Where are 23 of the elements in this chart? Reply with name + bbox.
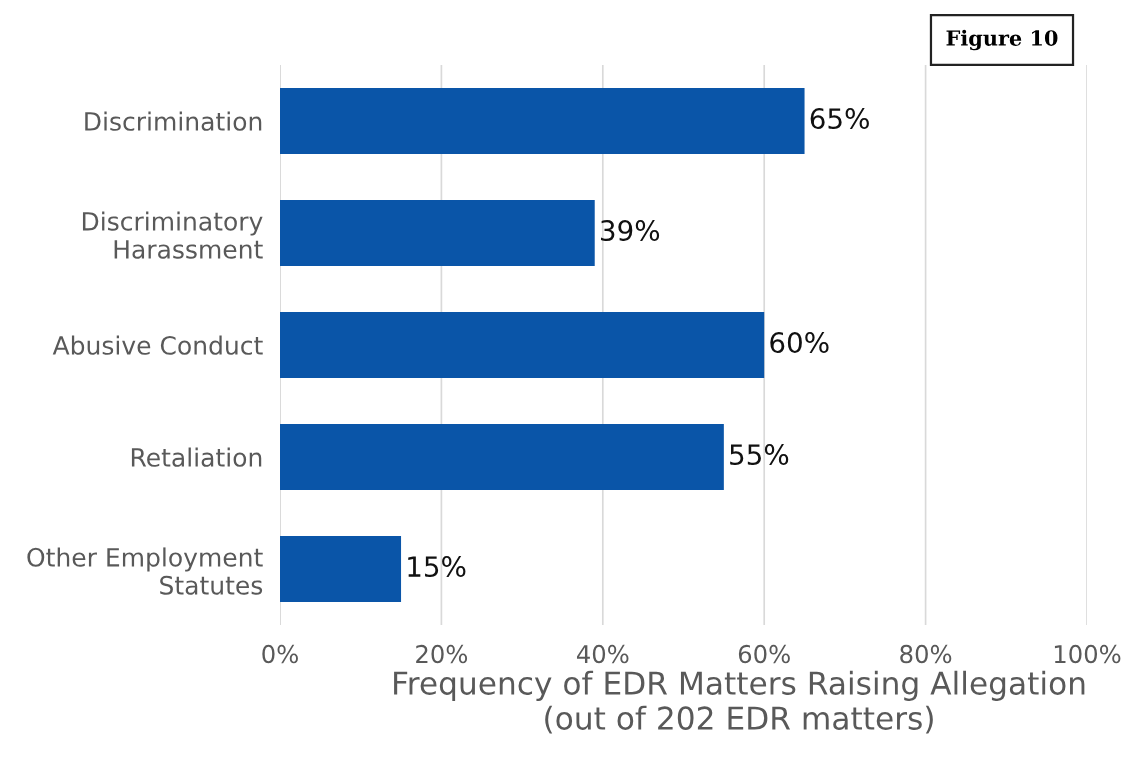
bar <box>280 423 724 491</box>
bar <box>280 311 765 379</box>
x-tick-label: 40% <box>576 644 629 664</box>
x-axis-title: Frequency of EDR Matters Raising Allegation (out of 202 EDR matters) <box>394 670 1085 734</box>
y-tick-label: Discriminatory Harassment <box>82 211 263 259</box>
bar <box>280 87 805 155</box>
data-label: 55% <box>730 444 789 466</box>
x-tick-label: 100% <box>1054 644 1121 664</box>
x-tick-label: 0% <box>262 644 298 664</box>
data-label: 15% <box>408 556 466 578</box>
y-tick-label: Discrimination <box>85 111 262 131</box>
x-tick-label: 80% <box>900 644 952 664</box>
bar <box>280 535 402 603</box>
data-label: 39% <box>601 220 660 242</box>
bar <box>280 199 595 267</box>
chart-title: Figure 10 <box>946 29 1058 51</box>
y-tick-label: Other Employment Statutes <box>27 547 263 595</box>
data-label: 65% <box>810 108 869 130</box>
x-tick-label: 20% <box>416 644 468 664</box>
data-label: 60% <box>770 332 829 354</box>
y-tick-label: Retaliation <box>131 447 262 467</box>
y-tick-label: Abusive Conduct <box>52 335 263 355</box>
x-tick-label: 60% <box>738 644 790 664</box>
